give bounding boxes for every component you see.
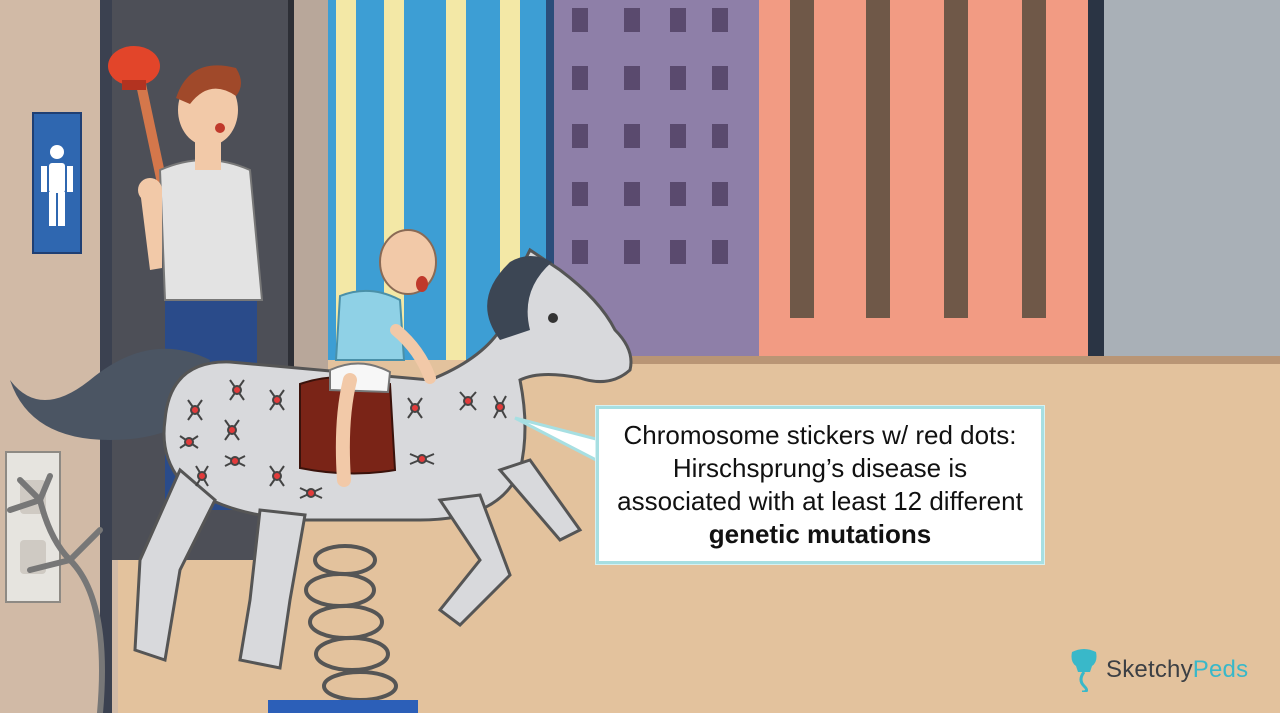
salmon-building <box>759 0 1104 362</box>
sketchypeds-logo: SketchyPeds <box>1068 646 1248 694</box>
baby-rider <box>329 229 437 487</box>
logo-text: SketchyPeds <box>1106 656 1248 684</box>
spring <box>304 544 398 702</box>
caption-callout: Chromosome stickers w/ red dots: Hirschs… <box>596 406 1044 564</box>
caption-text: Chromosome stickers w/ red dots: Hirschs… <box>599 411 1041 559</box>
tooth-icon <box>1071 649 1097 692</box>
restroom-sign-icon <box>32 112 82 254</box>
rocking-horse <box>133 247 633 670</box>
chromosome-stickers <box>179 379 507 499</box>
gray-building <box>1104 0 1280 360</box>
logo-text-sketchy: Sketchy <box>1106 656 1193 683</box>
left-wall <box>0 0 118 713</box>
caption-text-regular: Chromosome stickers w/ red dots: Hirschs… <box>617 420 1023 516</box>
logo-text-peds: Peds <box>1192 656 1249 683</box>
nerve-cell <box>7 473 105 713</box>
caption-text-bold: genetic mutations <box>708 519 932 549</box>
horse-tail <box>10 348 210 440</box>
